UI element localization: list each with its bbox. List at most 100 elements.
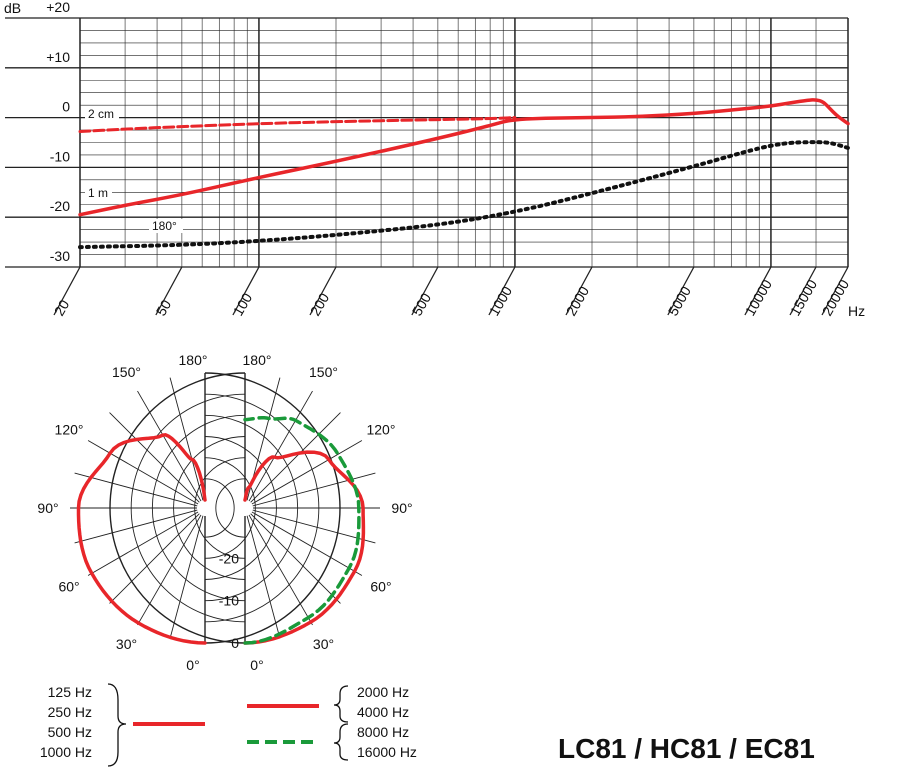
x-tick-mark — [309, 266, 337, 316]
polar-left-spoke — [109, 412, 200, 503]
polar-right-spoke — [246, 515, 281, 639]
y-tick-label: -20 — [50, 198, 70, 214]
polar-left-spoke — [74, 509, 198, 544]
x-tick-label: 50 — [153, 297, 175, 319]
legend-right-2000: 2000 Hz — [357, 684, 409, 700]
series-label-bg — [85, 107, 119, 121]
polar-right-spoke — [251, 511, 363, 576]
fr-grid — [5, 17, 849, 268]
polar-right-ring — [215, 478, 246, 538]
polar-left-spoke — [169, 377, 204, 501]
x-tick-mark — [232, 266, 260, 316]
x-tick-mark — [565, 266, 593, 316]
legend-right-16000: 16000 Hz — [357, 744, 417, 760]
y-tick-label: 0 — [62, 99, 70, 115]
polar-angle-label-left: 120° — [55, 422, 84, 438]
polar-right-spoke — [250, 412, 341, 503]
polar-radial-label: 0 — [231, 635, 239, 651]
polar-right-ring — [194, 457, 246, 559]
polar-left-spoke — [109, 513, 200, 604]
y-tick-label: -10 — [50, 148, 70, 164]
polar-angle-label-right: 90° — [391, 500, 412, 516]
polar-angle-label-left: 180° — [179, 352, 208, 368]
legend-left-1000: 1000 Hz — [40, 744, 92, 760]
x-tick-label: 10000 — [742, 277, 775, 319]
x-tick-mark — [667, 266, 695, 316]
polar-angle-label-right: 150° — [309, 364, 338, 380]
x-tick-mark — [488, 266, 516, 316]
y-tick-label: -30 — [50, 248, 70, 264]
x-tick-mark — [411, 266, 439, 316]
x-tick-mark — [821, 266, 849, 316]
legend-left-500: 500 Hz — [48, 724, 92, 740]
polar-curve-right — [243, 450, 366, 645]
polar-radial-label: -20 — [219, 550, 239, 566]
product-title: LC81 / HC81 / EC81 — [558, 733, 815, 764]
x-tick-label: 5000 — [665, 283, 695, 318]
frequency-response-chart: dB +20+100-10-20-30 20 50 100 200 500 1000 200… — [4, 0, 865, 319]
legend-left-brace — [107, 683, 127, 767]
fr-series-labels: 2 cm 1 m 180° — [85, 107, 183, 233]
series-line-180- — [78, 140, 851, 250]
fr-series — [78, 98, 851, 250]
legend-right-group: 2000 Hz 4000 Hz 8000 Hz 16000 Hz — [247, 684, 417, 761]
polar-right-spoke — [251, 440, 363, 505]
legend: 125 Hz 250 Hz 500 Hz 1000 Hz 2000 Hz 400… — [40, 683, 417, 767]
x-tick-label: 2000 — [563, 283, 593, 318]
polar-right-ring — [173, 436, 246, 580]
x-tick-label: 20 — [51, 297, 73, 319]
polar-left-ring — [204, 478, 235, 538]
polar-angle-label-left: 60° — [58, 579, 79, 595]
x-tick-mark — [744, 266, 772, 316]
polar-right-ring — [130, 393, 246, 623]
legend-right-4000: 4000 Hz — [357, 704, 409, 720]
x-tick-label: 1000 — [486, 283, 516, 318]
series-label: 1 m — [88, 186, 108, 200]
polar-left-spoke — [87, 440, 199, 505]
x-tick-mark — [155, 266, 183, 316]
polar-right-spoke — [252, 509, 376, 544]
x-tick-label: 15000 — [787, 277, 820, 319]
series-label: 180° — [152, 219, 177, 233]
y-unit-label: dB — [4, 0, 21, 16]
legend-right-brace-1 — [333, 685, 349, 723]
polar-left-spoke — [137, 390, 202, 502]
polar-angle-label-right: 180° — [243, 352, 272, 368]
polar-left-ring — [204, 457, 256, 559]
polar-angle-label-left: 90° — [37, 500, 58, 516]
legend-left-250: 250 Hz — [48, 704, 92, 720]
legend-right-brace-2 — [333, 723, 349, 761]
x-unit-label: Hz — [848, 303, 865, 319]
polar-right-ring — [151, 414, 246, 602]
polar-angle-label-right: 0° — [250, 657, 263, 673]
series-line-1-m — [78, 98, 850, 217]
x-tick-mark — [53, 266, 81, 316]
polar-right-spoke — [248, 390, 313, 502]
polar-angle-label-left: 150° — [112, 364, 141, 380]
x-tick-mark — [789, 266, 817, 316]
polar-angle-label-right: 120° — [366, 422, 395, 438]
legend-left-group: 125 Hz 250 Hz 500 Hz 1000 Hz — [40, 683, 205, 767]
series-label: 2 cm — [88, 107, 114, 121]
series-label-bg — [149, 219, 183, 233]
polar-angle-label-right: 60° — [370, 579, 391, 595]
polar-right-spoke — [248, 514, 313, 626]
y-tick-label: +20 — [46, 0, 70, 15]
polar-curve-right — [243, 416, 361, 645]
y-tick-label: +10 — [46, 49, 70, 65]
polar-right-spoke — [252, 472, 376, 507]
polar-chart: 0° 0° 30° 30° 60° 60° 90° 90° 120° 120° 150° 150° 18… — [37, 352, 412, 673]
polar-curves — [76, 416, 366, 645]
polar-angle-labels: 0° 0° 30° 30° 60° 60° 90° 90° 120° 120° 150° 150° 18… — [37, 352, 412, 673]
polar-left-spoke — [169, 515, 204, 639]
polar-angle-label-left: 0° — [186, 657, 199, 673]
polar-radial-label: -10 — [219, 593, 239, 609]
polar-left-spoke — [74, 472, 198, 507]
polar-curve-left — [76, 433, 207, 645]
polar-angle-label-left: 30° — [116, 636, 137, 652]
polar-left-spoke — [137, 514, 202, 626]
series-line-2-cm — [78, 116, 517, 133]
polar-right-spoke — [250, 513, 341, 604]
y-tick-labels: +20 +10 0 -10 -20 -30 — [46, 0, 70, 264]
